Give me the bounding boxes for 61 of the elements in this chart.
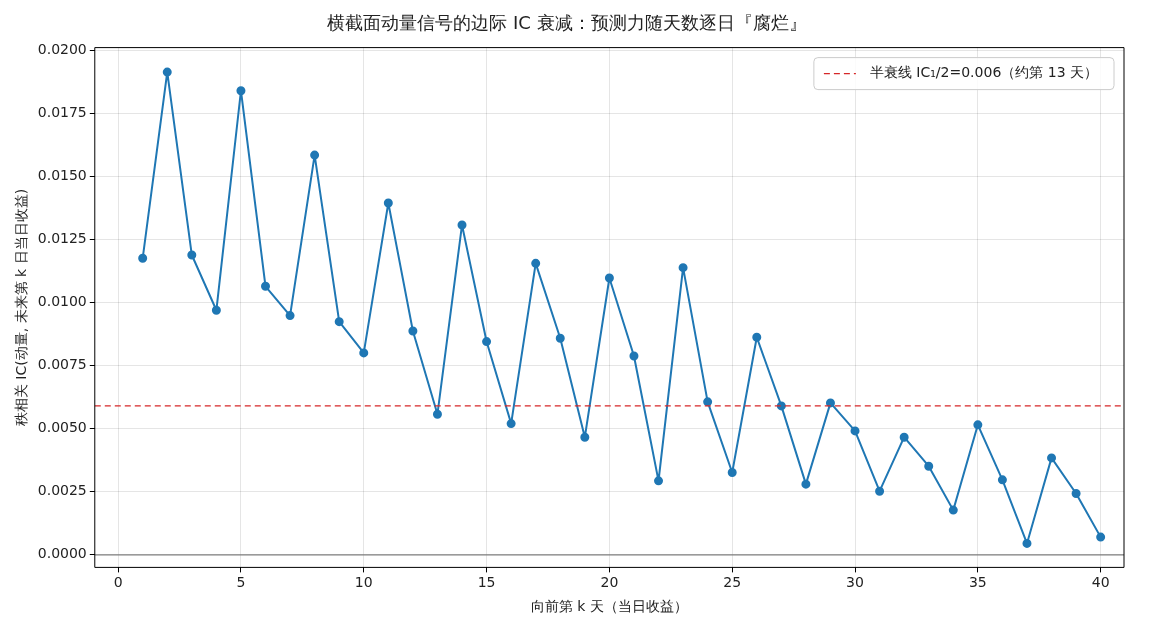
point	[752, 332, 762, 342]
y-tick-label: 0.0000	[37, 545, 87, 562]
y-tick-label: 0.0150	[37, 166, 87, 183]
x-tick-label: 25	[723, 574, 742, 591]
x-tick-label: 20	[600, 574, 619, 591]
x-tick-label: 0	[113, 574, 123, 591]
point	[482, 337, 492, 347]
point	[727, 468, 737, 478]
x-axis-title: 向前第 k 天（当日收益）	[530, 598, 688, 615]
point	[334, 317, 344, 327]
point	[1096, 532, 1106, 542]
point	[236, 86, 246, 96]
point	[1047, 453, 1057, 463]
point	[604, 273, 614, 283]
point	[825, 398, 835, 408]
chart-title: 横截面动量信号的边际 IC 衰减：预测力随天数逐日『腐烂』	[327, 12, 807, 34]
point	[457, 220, 467, 230]
x-tick-label: 40	[1091, 574, 1110, 591]
x-tick-label: 5	[236, 574, 246, 591]
point	[261, 281, 270, 291]
y-tick-label: 0.0125	[37, 230, 87, 247]
point	[432, 409, 442, 419]
point	[383, 198, 393, 208]
point	[875, 486, 885, 496]
point	[285, 311, 295, 321]
point	[555, 333, 565, 343]
y-tick-label: 0.0025	[37, 482, 87, 499]
x-tick-label: 35	[968, 574, 987, 591]
point	[580, 432, 590, 442]
point	[997, 475, 1007, 485]
point	[211, 305, 221, 315]
y-axis-title: 秩相关 IC(动量, 未来第 k 日当日收益)	[13, 188, 30, 427]
y-tick-label: 0.0200	[37, 40, 87, 57]
point	[359, 348, 369, 358]
point	[899, 432, 909, 442]
point	[1022, 538, 1032, 548]
point	[408, 326, 418, 336]
y-tick-label: 0.0075	[37, 356, 87, 373]
y-tick-label: 0.0100	[37, 293, 87, 310]
point	[187, 250, 197, 260]
point	[629, 351, 639, 361]
point	[506, 419, 516, 429]
point	[310, 150, 320, 160]
point	[1071, 488, 1081, 498]
point	[654, 476, 664, 486]
point	[162, 67, 172, 77]
point	[924, 461, 934, 471]
point	[678, 263, 688, 273]
point	[948, 505, 958, 515]
x-tick-label: 30	[846, 574, 864, 591]
point	[703, 397, 713, 407]
y-tick-label: 0.0050	[37, 419, 87, 436]
point	[801, 479, 811, 489]
point	[973, 420, 983, 430]
legend-label: 半衰线 IC₁/2=0.006（约第 13 天）	[869, 64, 1099, 81]
y-tick-label: 0.0175	[37, 103, 87, 120]
point	[850, 426, 860, 436]
x-tick-label: 10	[354, 574, 373, 591]
x-tick-label: 15	[477, 574, 496, 591]
point	[138, 253, 148, 263]
point	[531, 258, 541, 268]
